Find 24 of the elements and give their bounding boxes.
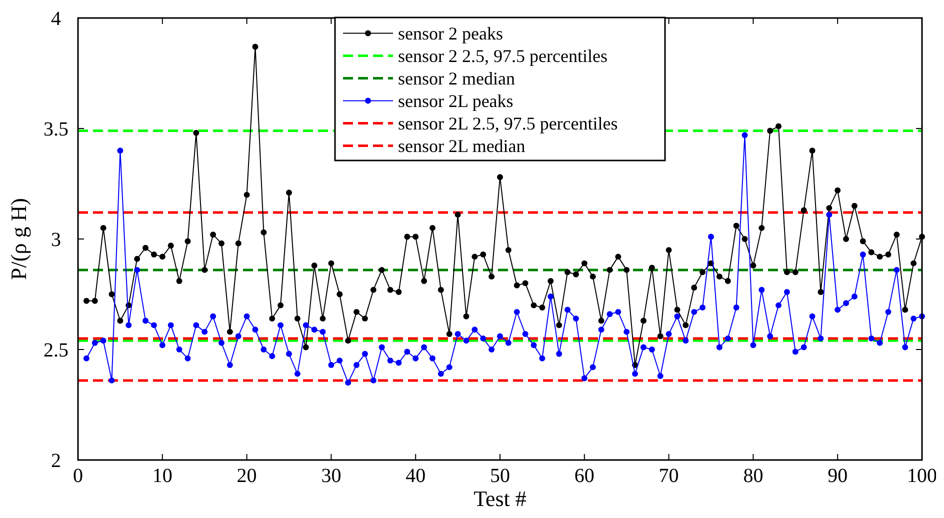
x-tick-label: 60	[574, 465, 594, 487]
x-tick-label: 20	[236, 465, 257, 487]
y-tick-label: 3	[51, 229, 61, 251]
x-tick-label: 90	[828, 465, 848, 487]
y-tick-label: 3.5	[44, 118, 68, 140]
legend-label: sensor 2L peaks	[398, 90, 514, 111]
y-tick-label: 2.5	[44, 340, 68, 362]
x-tick-label: 100	[907, 465, 937, 487]
x-tick-label: 40	[406, 465, 426, 487]
legend-label: sensor 2L median	[398, 136, 526, 156]
y-tick-label: 4	[51, 8, 61, 30]
x-tick-label: 30	[321, 465, 342, 487]
legend-label: sensor 2 peaks	[398, 23, 503, 44]
legend-label: sensor 2L 2.5, 97.5 percentiles	[398, 113, 618, 134]
x-axis-title: Test #	[474, 486, 526, 511]
x-tick-label: 70	[658, 465, 679, 487]
y-tick-label: 2	[51, 450, 61, 472]
x-tick-label: 80	[743, 465, 764, 487]
y-axis-title: P/(ρ g H)	[6, 198, 31, 280]
legend-label: sensor 2 median	[398, 68, 515, 88]
legend-label: sensor 2 2.5, 97.5 percentiles	[398, 46, 608, 66]
x-tick-label: 50	[490, 465, 510, 487]
x-tick-label: 0	[73, 465, 83, 487]
x-tick-label: 10	[152, 465, 172, 487]
